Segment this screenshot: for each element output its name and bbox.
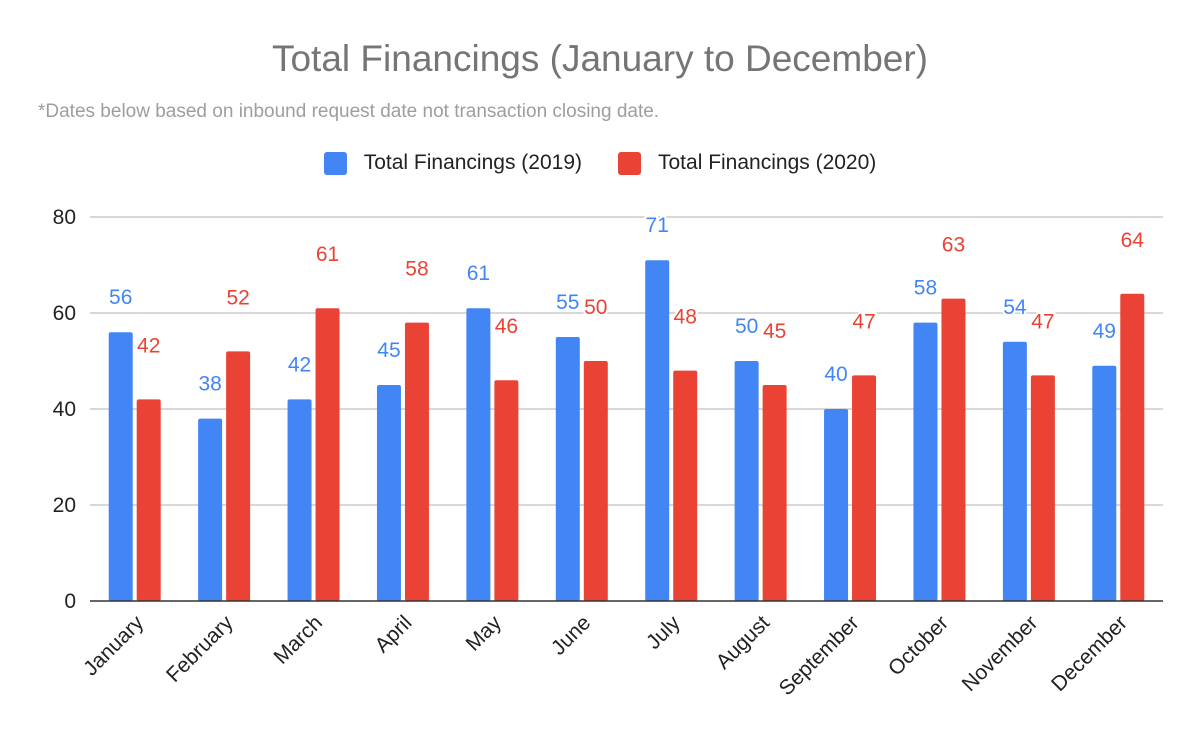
data-label: 45 [377,339,400,362]
y-axis: 0 20 40 60 80 [53,206,76,613]
data-label: 48 [674,306,697,329]
bar-2019-september[interactable] [824,409,849,601]
bar-2019-august[interactable] [734,361,759,601]
x-axis: January February March April May June July Augu… [79,600,1163,700]
bar-2020-january[interactable] [136,399,161,601]
legend-label-2020: Total Financings (2020) [658,151,877,174]
data-label: 54 [1003,296,1027,319]
bar-2020-august[interactable] [762,385,787,601]
bar-2020-july[interactable] [673,370,698,601]
bar-2020-february[interactable] [226,351,251,601]
x-tick-label: December [1047,611,1132,696]
gridlines [90,216,1163,506]
bar-2019-may[interactable] [466,308,491,601]
data-label: 42 [137,334,160,357]
y-tick-label: 0 [64,590,76,613]
bar-2019-april[interactable] [376,385,401,601]
data-label: 50 [735,315,758,338]
x-tick-label: June [547,611,595,659]
data-label: 50 [584,296,607,319]
x-tick-label: November [958,611,1043,696]
data-label: 46 [495,315,518,338]
x-tick-label: April [371,611,417,657]
chart-subtitle: *Dates below based on inbound request da… [38,101,660,122]
x-tick-label: October [884,611,953,680]
x-tick-label: July [642,611,685,654]
data-label: 58 [405,258,428,281]
y-tick-label: 20 [53,494,76,517]
bar-2020-december[interactable] [1120,293,1145,601]
bar-2019-december[interactable] [1092,365,1117,601]
data-label: 38 [198,373,221,396]
data-label: 40 [824,363,847,386]
x-tick-label: August [712,611,775,674]
bar-2019-july[interactable] [645,260,670,601]
data-label: 47 [1031,310,1054,333]
data-label: 55 [556,291,579,314]
data-label: 42 [288,353,311,376]
data-label: 49 [1093,320,1116,343]
legend-label-2019: Total Financings (2019) [363,151,582,174]
data-label: 61 [316,243,339,266]
y-tick-label: 60 [53,302,76,325]
bar-2020-may[interactable] [494,380,519,601]
data-label: 58 [914,277,937,300]
x-tick-label: January [79,611,148,680]
data-label: 47 [852,310,875,333]
data-label: 63 [942,234,965,257]
legend-item-2020[interactable]: Total Financings (2020) [618,151,876,175]
legend-swatch-2019 [323,151,347,175]
data-label: 64 [1121,229,1145,252]
bar-2019-october[interactable] [913,322,938,601]
x-tick-label: May [462,611,507,656]
bar-2020-october[interactable] [941,298,966,601]
bars [108,260,1145,601]
data-label: 71 [646,214,669,237]
data-label: 45 [763,320,786,343]
y-tick-label: 80 [53,206,76,229]
data-label: 56 [109,286,132,309]
data-label: 61 [467,262,490,285]
bar-2019-february[interactable] [198,418,223,601]
bar-2020-march[interactable] [315,308,340,601]
bar-2019-january[interactable] [108,332,133,601]
bar-2019-june[interactable] [555,337,580,601]
chart-title: Total Financings (January to December) [271,38,928,79]
bar-2019-november[interactable] [1002,341,1027,601]
bar-2020-september[interactable] [852,375,877,601]
data-label: 52 [226,286,249,309]
y-tick-label: 40 [53,398,76,421]
bar-2019-march[interactable] [287,399,312,601]
bar-2020-april[interactable] [404,322,429,601]
x-tick-label: March [270,611,328,669]
legend-item-2019[interactable]: Total Financings (2019) [323,151,582,175]
x-tick-label: September [775,611,864,700]
x-tick-label: February [162,611,238,687]
bar-2020-june[interactable] [583,361,608,601]
bar-2020-november[interactable] [1030,375,1055,601]
legend: Total Financings (2019) Total Financings… [0,151,1200,175]
legend-swatch-2020 [618,151,641,175]
